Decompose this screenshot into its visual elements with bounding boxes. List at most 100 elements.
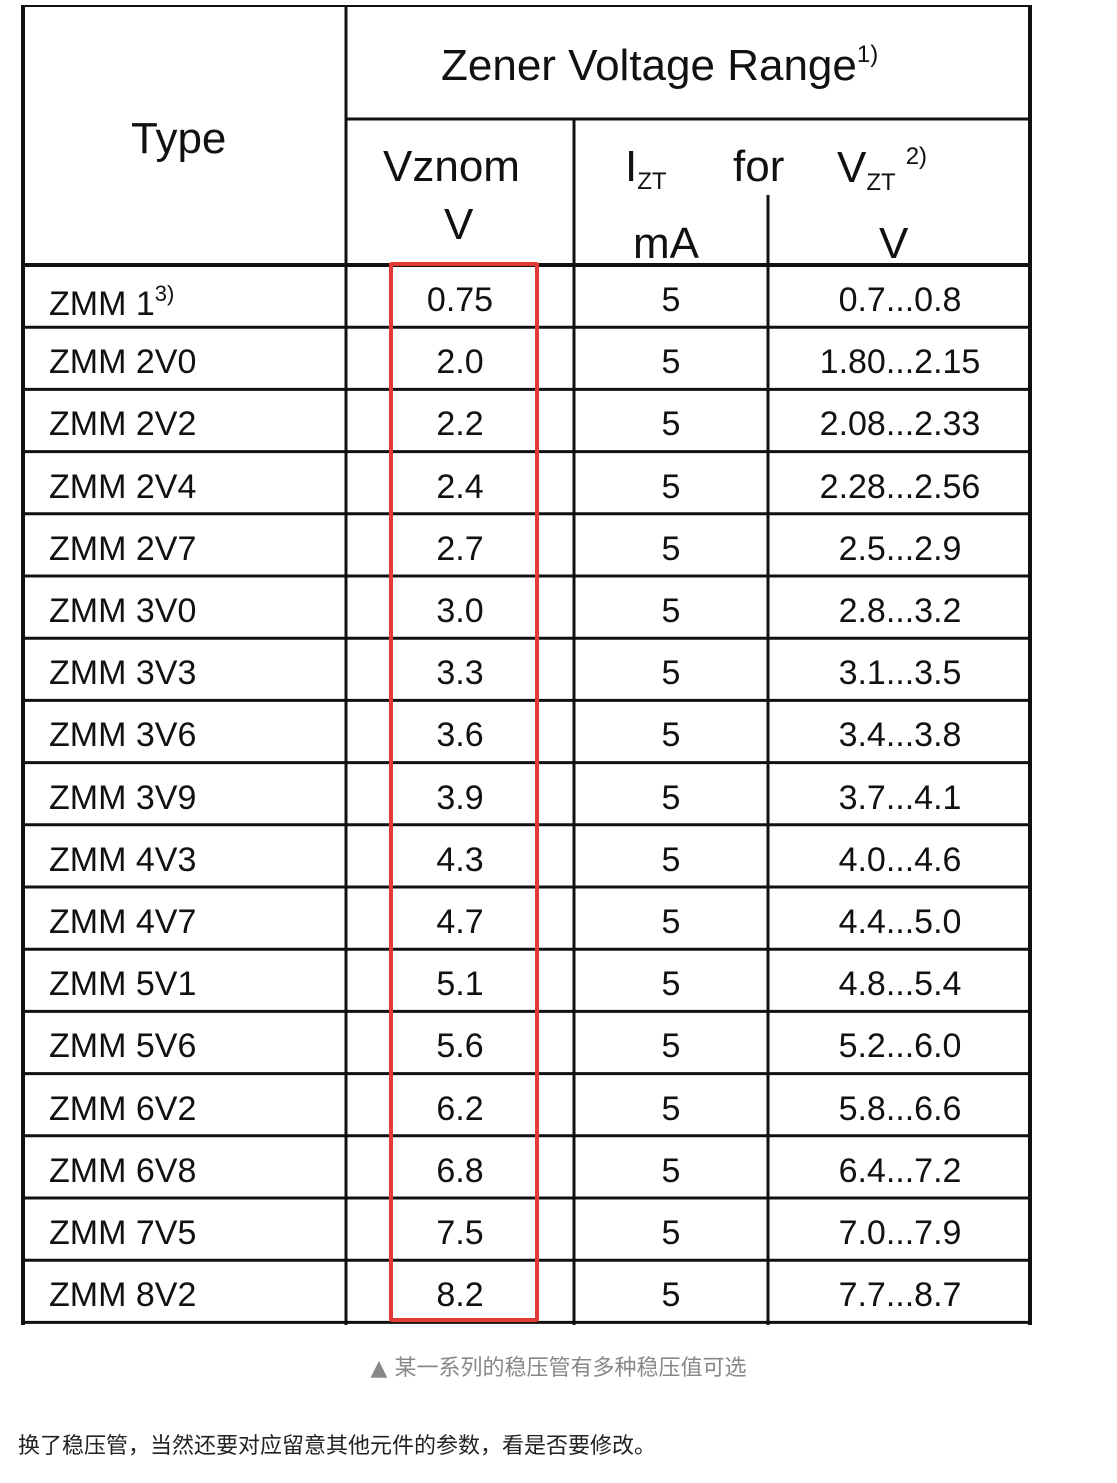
cell-type: ZMM 7V5 bbox=[49, 1216, 196, 1250]
cell-type-label: ZMM 5V1 bbox=[49, 965, 197, 1004]
cell-vzt-range: 3.4...3.8 bbox=[838, 716, 962, 755]
cell-type-label: ZMM 4V3 bbox=[49, 840, 197, 879]
cell-type-label: ZMM 7V5 bbox=[49, 1214, 197, 1252]
cell-type: ZMM 2V0 bbox=[49, 345, 196, 379]
cell-type-label: ZMM 6V8 bbox=[49, 1151, 197, 1190]
cell-type-label: ZMM 8V2 bbox=[49, 1276, 197, 1315]
cell-type: ZMM 13) bbox=[49, 281, 175, 323]
cell-type: ZMM 3V9 bbox=[49, 781, 196, 815]
header-vznom-unit: V bbox=[444, 200, 474, 249]
cell-vzt-range: 4.4...5.0 bbox=[838, 903, 962, 941]
cell-izt: 5 bbox=[661, 1027, 681, 1066]
cell-vzt-range: 2.28...2.56 bbox=[819, 467, 981, 506]
cell-type-label: ZMM 2V2 bbox=[49, 405, 197, 444]
cell-type: ZMM 3V6 bbox=[49, 718, 196, 752]
cell-type-label: ZMM 2V7 bbox=[49, 529, 197, 568]
vznom-highlight-box bbox=[389, 262, 539, 1322]
cell-vzt-range: 7.7...8.7 bbox=[838, 1276, 962, 1315]
cell-type-label: ZMM 6V2 bbox=[49, 1089, 197, 1128]
cell-izt: 5 bbox=[661, 1214, 681, 1252]
cell-vzt-range: 2.5...2.9 bbox=[838, 529, 962, 568]
cell-vznom: 2.7 bbox=[436, 529, 484, 568]
header-vzt-unit: V bbox=[879, 219, 909, 268]
cell-vzt-range: 5.8...6.6 bbox=[838, 1089, 962, 1128]
cell-izt: 5 bbox=[661, 1151, 681, 1190]
cell-type: ZMM 4V7 bbox=[49, 905, 196, 939]
cell-vzt-range: 4.0...4.6 bbox=[838, 840, 962, 879]
cell-izt: 5 bbox=[661, 654, 681, 693]
cell-vznom: 3.6 bbox=[436, 716, 484, 755]
cell-vznom: 2.4 bbox=[436, 467, 484, 506]
cell-type-label: ZMM 2V0 bbox=[49, 343, 197, 382]
cell-type: ZMM 5V6 bbox=[49, 1029, 196, 1063]
header-type: Type bbox=[131, 114, 227, 163]
cell-izt: 5 bbox=[661, 840, 681, 879]
body-paragraph: 换了稳压管，当然还要对应留意其他元件的参数，看是否要修改。 bbox=[18, 1434, 657, 1459]
cell-vzt-range: 3.7...4.1 bbox=[838, 778, 962, 817]
cell-vzt-range: 7.0...7.9 bbox=[838, 1214, 962, 1252]
cell-izt: 5 bbox=[661, 592, 681, 630]
cell-izt: 5 bbox=[661, 965, 681, 1004]
cell-vznom: 5.6 bbox=[436, 1027, 484, 1066]
cell-izt: 5 bbox=[661, 343, 681, 382]
header-vznom: Vznom bbox=[383, 142, 520, 191]
cell-type: ZMM 2V2 bbox=[49, 407, 196, 441]
cell-izt: 5 bbox=[661, 778, 681, 817]
cell-vznom: 3.3 bbox=[436, 654, 484, 693]
cell-type: ZMM 3V0 bbox=[49, 594, 196, 628]
cell-vzt-range: 3.1...3.5 bbox=[838, 654, 962, 693]
cell-vzt-range: 2.8...3.2 bbox=[838, 592, 962, 630]
header-izt-unit: mA bbox=[633, 219, 699, 268]
cell-type-label: ZMM 3V6 bbox=[49, 716, 197, 755]
cell-type: ZMM 6V8 bbox=[49, 1154, 196, 1188]
cell-type: ZMM 2V4 bbox=[49, 470, 196, 504]
cell-type: ZMM 4V3 bbox=[49, 843, 196, 877]
cell-vzt-range: 5.2...6.0 bbox=[838, 1027, 962, 1066]
cell-vznom: 6.8 bbox=[436, 1151, 484, 1190]
cell-vznom: 8.2 bbox=[436, 1276, 484, 1315]
cell-vznom: 3.0 bbox=[436, 592, 484, 630]
cell-vznom: 0.75 bbox=[426, 281, 494, 319]
cell-vznom: 4.3 bbox=[436, 840, 484, 879]
cell-vzt-range: 6.4...7.2 bbox=[838, 1151, 962, 1190]
cell-izt: 5 bbox=[661, 716, 681, 755]
cell-type-label: ZMM 1 bbox=[49, 285, 155, 323]
cell-vznom: 2.0 bbox=[436, 343, 484, 382]
cell-izt: 5 bbox=[661, 529, 681, 568]
cell-vzt-range: 4.8...5.4 bbox=[838, 965, 962, 1004]
cell-type-label: ZMM 3V3 bbox=[49, 654, 197, 693]
cell-type-label: ZMM 2V4 bbox=[49, 467, 197, 506]
cell-type: ZMM 6V2 bbox=[49, 1092, 196, 1126]
cell-vzt-range: 1.80...2.15 bbox=[819, 343, 981, 382]
cell-type-label: ZMM 4V7 bbox=[49, 903, 197, 941]
cell-vznom: 3.9 bbox=[436, 778, 484, 817]
cell-vzt-range: 2.08...2.33 bbox=[819, 405, 981, 444]
cell-vznom: 4.7 bbox=[436, 903, 484, 941]
cell-type: ZMM 3V3 bbox=[49, 656, 196, 690]
cell-type-footnote: 3) bbox=[154, 281, 175, 306]
header-zener-voltage-range: Zener Voltage Range1) bbox=[441, 41, 879, 90]
cell-type: ZMM 8V2 bbox=[49, 1278, 196, 1312]
cell-izt: 5 bbox=[661, 1089, 681, 1128]
cell-izt: 5 bbox=[661, 467, 681, 506]
cell-type-label: ZMM 5V6 bbox=[49, 1027, 197, 1066]
cell-vznom: 2.2 bbox=[436, 405, 484, 444]
cell-type-label: ZMM 3V0 bbox=[49, 592, 197, 630]
cell-type-label: ZMM 3V9 bbox=[49, 778, 197, 817]
header-vzt: VZT2) bbox=[837, 143, 928, 196]
table-grid-lines bbox=[21, 5, 1032, 1325]
header-izt: IZT bbox=[625, 142, 667, 195]
cell-vzt-range: 0.7...0.8 bbox=[838, 281, 962, 319]
cell-type: ZMM 2V7 bbox=[49, 532, 196, 566]
cell-type: ZMM 5V1 bbox=[49, 967, 196, 1001]
figure-caption: ▲ 某一系列的稳压管有多种稳压值可选 bbox=[370, 1356, 747, 1381]
cell-izt: 5 bbox=[661, 281, 681, 319]
header-for: for bbox=[733, 142, 785, 191]
cell-vznom: 7.5 bbox=[436, 1214, 484, 1252]
cell-izt: 5 bbox=[661, 1276, 681, 1315]
cell-izt: 5 bbox=[661, 903, 681, 941]
cell-izt: 5 bbox=[661, 405, 681, 444]
cell-vznom: 6.2 bbox=[436, 1089, 484, 1128]
cell-vznom: 5.1 bbox=[436, 965, 484, 1004]
zener-voltage-table: Type Zener Voltage Range1) Vznom V IZT f… bbox=[21, 5, 1032, 1325]
